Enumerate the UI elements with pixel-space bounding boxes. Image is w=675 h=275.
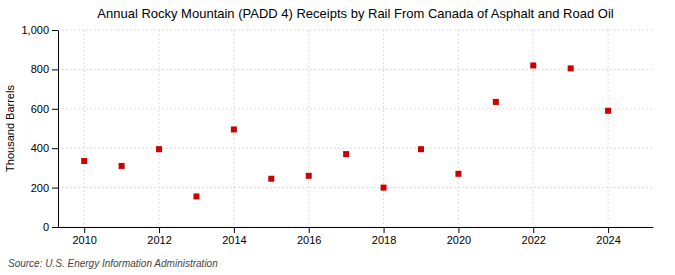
tick-label: 2012 [147, 234, 171, 246]
grid-line-x [533, 30, 534, 227]
tick: 2010 [72, 227, 96, 246]
point [119, 163, 125, 169]
point [418, 146, 424, 152]
y-axis: 0 200 400 600 800 1,000 [21, 24, 58, 233]
tick-label: 2020 [447, 234, 471, 246]
x-axis: 2010 2012 2014 2016 2018 2020 2022 2024 [59, 227, 654, 246]
tick: 2022 [522, 227, 546, 246]
points [81, 62, 611, 199]
tick-label: 400 [31, 142, 49, 154]
point [268, 176, 274, 182]
point [381, 185, 387, 191]
grid [58, 30, 653, 227]
grid-line-x [308, 30, 309, 227]
tick-mark [52, 30, 58, 31]
tick-mark [309, 227, 310, 233]
tick-label: 800 [31, 63, 49, 75]
grid-line-y [58, 187, 653, 188]
tick-label: 2018 [372, 234, 396, 246]
grid-line-y [58, 148, 653, 149]
grid-line-y [58, 108, 653, 109]
tick: 2014 [222, 227, 246, 246]
tick-mark [159, 227, 160, 233]
grid-line-x [608, 30, 609, 227]
tick-mark [52, 69, 58, 70]
grid-line-x [84, 30, 85, 227]
grid-line-x [458, 30, 459, 227]
tick: 200 [31, 182, 58, 194]
y-axis-label: Thousand Barrels [4, 85, 16, 172]
tick: 800 [31, 63, 58, 75]
tick-label: 600 [31, 103, 49, 115]
tick-label: 1,000 [21, 24, 49, 36]
grid-line-x [383, 30, 384, 227]
point [530, 62, 536, 68]
tick: 400 [31, 142, 58, 154]
tick-mark [84, 227, 85, 233]
tick: 2016 [297, 227, 321, 246]
tick: 1,000 [21, 24, 58, 36]
point [81, 158, 87, 164]
grid-line-y [58, 227, 653, 228]
axis-line [59, 227, 654, 228]
tick-label: 2024 [596, 234, 620, 246]
tick: 2018 [372, 227, 396, 246]
point [493, 99, 499, 105]
tick-label: 2016 [297, 234, 321, 246]
tick: 2024 [596, 227, 620, 246]
tick: 2012 [147, 227, 171, 246]
point [605, 108, 611, 114]
tick: 0 [43, 221, 58, 233]
tick: 2020 [447, 227, 471, 246]
grid-line-x [159, 30, 160, 227]
point [455, 171, 461, 177]
tick-mark [458, 227, 459, 233]
point [343, 151, 349, 157]
chart-container: 2010 2012 2014 2016 2018 2020 2022 2024 0 200 400 6… [0, 0, 675, 275]
tick-label: 2022 [522, 234, 546, 246]
chart: 2010 2012 2014 2016 2018 2020 2022 2024 0 200 400 6… [0, 0, 675, 275]
tick-mark [384, 227, 385, 233]
point [193, 193, 199, 199]
tick: 600 [31, 103, 58, 115]
tick-mark [52, 188, 58, 189]
tick-mark [52, 109, 58, 110]
tick-label: 0 [43, 221, 49, 233]
tick-mark [608, 227, 609, 233]
annotation: Source: U.S. Energy Information Administ… [8, 258, 218, 269]
title: Annual Rocky Mountain (PADD 4) Receipts … [97, 6, 614, 21]
tick-mark [234, 227, 235, 233]
tick-label: 2010 [72, 234, 96, 246]
plot: 2010 2012 2014 2016 2018 2020 2022 2024 0 200 400 6… [21, 24, 653, 246]
point [568, 65, 574, 71]
tick-mark [533, 227, 534, 233]
point [156, 146, 162, 152]
tick-label: 2014 [222, 234, 246, 246]
grid-line-y [58, 69, 653, 70]
point [231, 126, 237, 132]
axis-line [58, 31, 59, 228]
tick-mark [52, 148, 58, 149]
grid-line-y [58, 30, 653, 31]
tick-label: 200 [31, 182, 49, 194]
point [306, 173, 312, 179]
tick-mark [52, 227, 58, 228]
